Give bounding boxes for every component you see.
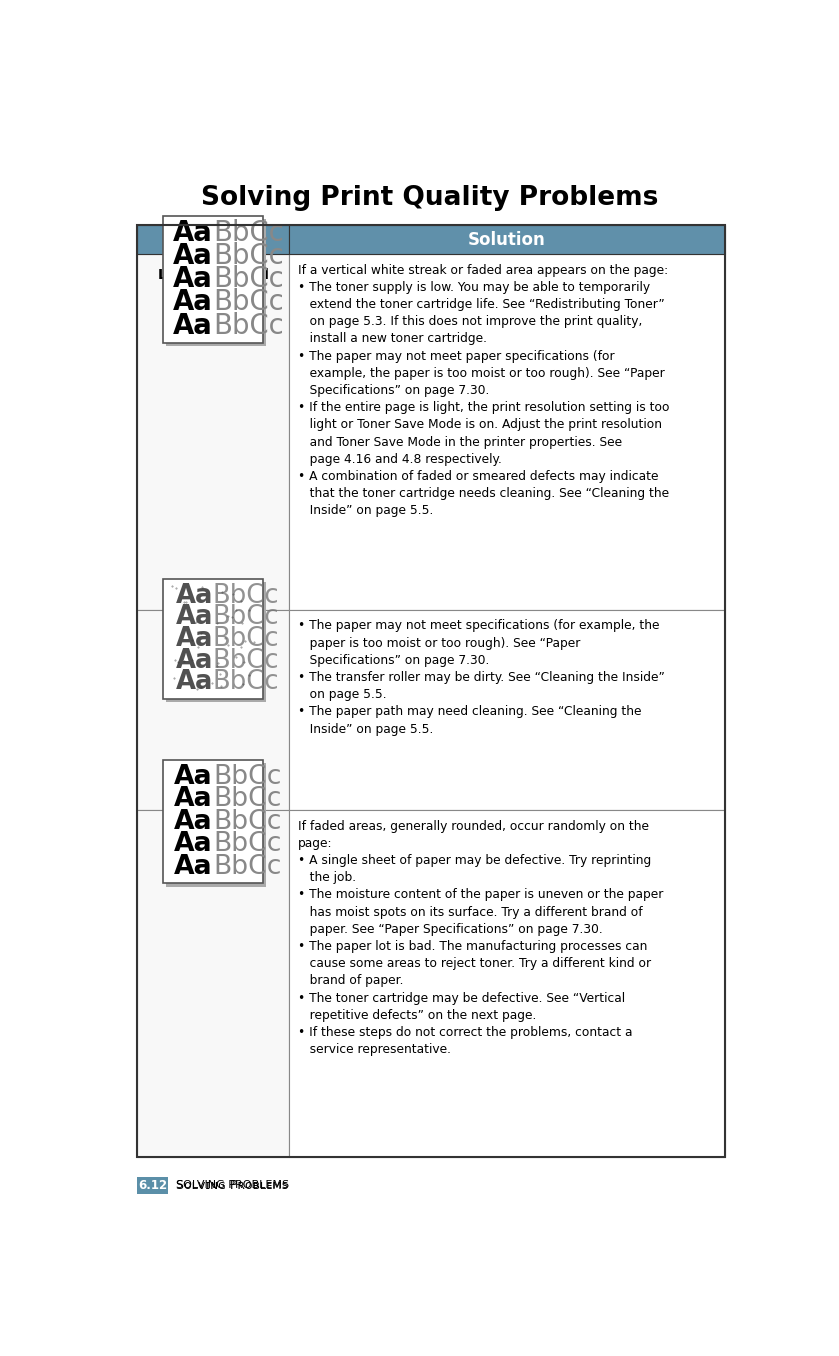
- Text: If faded areas, generally rounded, occur randomly on the
page:
• A single sheet : If faded areas, generally rounded, occur…: [298, 819, 663, 1056]
- Text: Aa: Aa: [173, 243, 213, 270]
- Text: Aa: Aa: [175, 854, 213, 880]
- Text: Aa: Aa: [175, 605, 213, 631]
- Text: Solving Print Quality Problems: Solving Print Quality Problems: [201, 186, 659, 212]
- Text: BbCc: BbCc: [213, 583, 279, 609]
- Bar: [289, 811, 725, 1157]
- Text: BbCc: BbCc: [213, 786, 281, 812]
- Text: Aa: Aa: [175, 648, 213, 674]
- Text: BbCc: BbCc: [213, 648, 279, 674]
- Text: BbCc: BbCc: [213, 243, 284, 270]
- Text: Sᴏʟᴠɪɴɢ Pʀᴏʙʟᴇᴍs: Sᴏʟᴠɪɴɢ Pʀᴏʙʟᴇᴍs: [176, 1178, 289, 1192]
- Text: Solution: Solution: [468, 231, 545, 248]
- Text: BbCc: BbCc: [213, 763, 281, 791]
- Text: Aa: Aa: [175, 831, 213, 857]
- Text: BbCc: BbCc: [213, 854, 281, 880]
- Bar: [163, 761, 263, 884]
- Text: Dropouts: Dropouts: [177, 824, 249, 838]
- Bar: [138, 255, 289, 610]
- Text: BbCc: BbCc: [213, 266, 284, 293]
- Text: BbCc: BbCc: [213, 220, 284, 247]
- Text: Light or faded
print: Light or faded print: [158, 268, 268, 300]
- Bar: [138, 225, 725, 1157]
- Text: If a vertical white streak or faded area appears on the page:
• The toner supply: If a vertical white streak or faded area…: [298, 263, 670, 518]
- Text: Aa: Aa: [173, 266, 213, 293]
- Text: Aa: Aa: [175, 786, 213, 812]
- Text: Aa: Aa: [175, 583, 213, 609]
- Bar: [289, 610, 725, 811]
- Text: Toner specs: Toner specs: [167, 624, 259, 637]
- Bar: [166, 763, 267, 887]
- Text: • The paper may not meet specifications (for example, the
   paper is too moist : • The paper may not meet specifications …: [298, 620, 664, 735]
- Text: SOLVING PROBLEMS: SOLVING PROBLEMS: [176, 1180, 289, 1191]
- Bar: [138, 610, 289, 811]
- Bar: [138, 811, 289, 1157]
- Text: BbCc: BbCc: [213, 626, 279, 652]
- Text: Aa: Aa: [173, 220, 213, 247]
- Bar: [166, 218, 267, 346]
- Text: BbCc: BbCc: [213, 605, 279, 631]
- Text: BbCc: BbCc: [213, 808, 281, 835]
- Bar: [289, 255, 725, 610]
- Text: Aa: Aa: [173, 289, 213, 316]
- Bar: [138, 1177, 169, 1193]
- Text: BbCc: BbCc: [213, 312, 284, 339]
- Bar: [163, 579, 263, 698]
- Text: BbCc: BbCc: [213, 289, 284, 316]
- Text: Aa: Aa: [175, 763, 213, 791]
- Text: Problem: Problem: [174, 231, 252, 248]
- Text: Aa: Aa: [175, 670, 213, 696]
- Bar: [289, 225, 725, 255]
- Bar: [166, 582, 267, 701]
- Text: BbCc: BbCc: [213, 670, 279, 696]
- Text: 6.12: 6.12: [138, 1178, 168, 1192]
- Text: Aa: Aa: [175, 626, 213, 652]
- Text: BbCc: BbCc: [213, 831, 281, 857]
- Text: Aa: Aa: [173, 312, 213, 339]
- Bar: [163, 216, 263, 343]
- Text: Aa: Aa: [175, 808, 213, 835]
- Bar: [138, 225, 289, 255]
